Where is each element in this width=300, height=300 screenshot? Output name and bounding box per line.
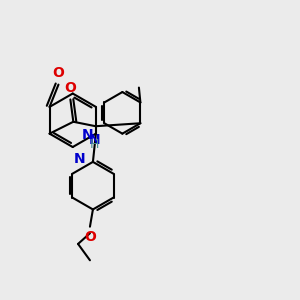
Text: O: O [52,66,64,80]
Text: O: O [64,81,76,95]
Text: N: N [74,152,86,167]
Text: H: H [89,137,99,151]
Text: N: N [82,128,94,142]
Text: N: N [88,133,100,147]
Text: O: O [84,230,96,244]
